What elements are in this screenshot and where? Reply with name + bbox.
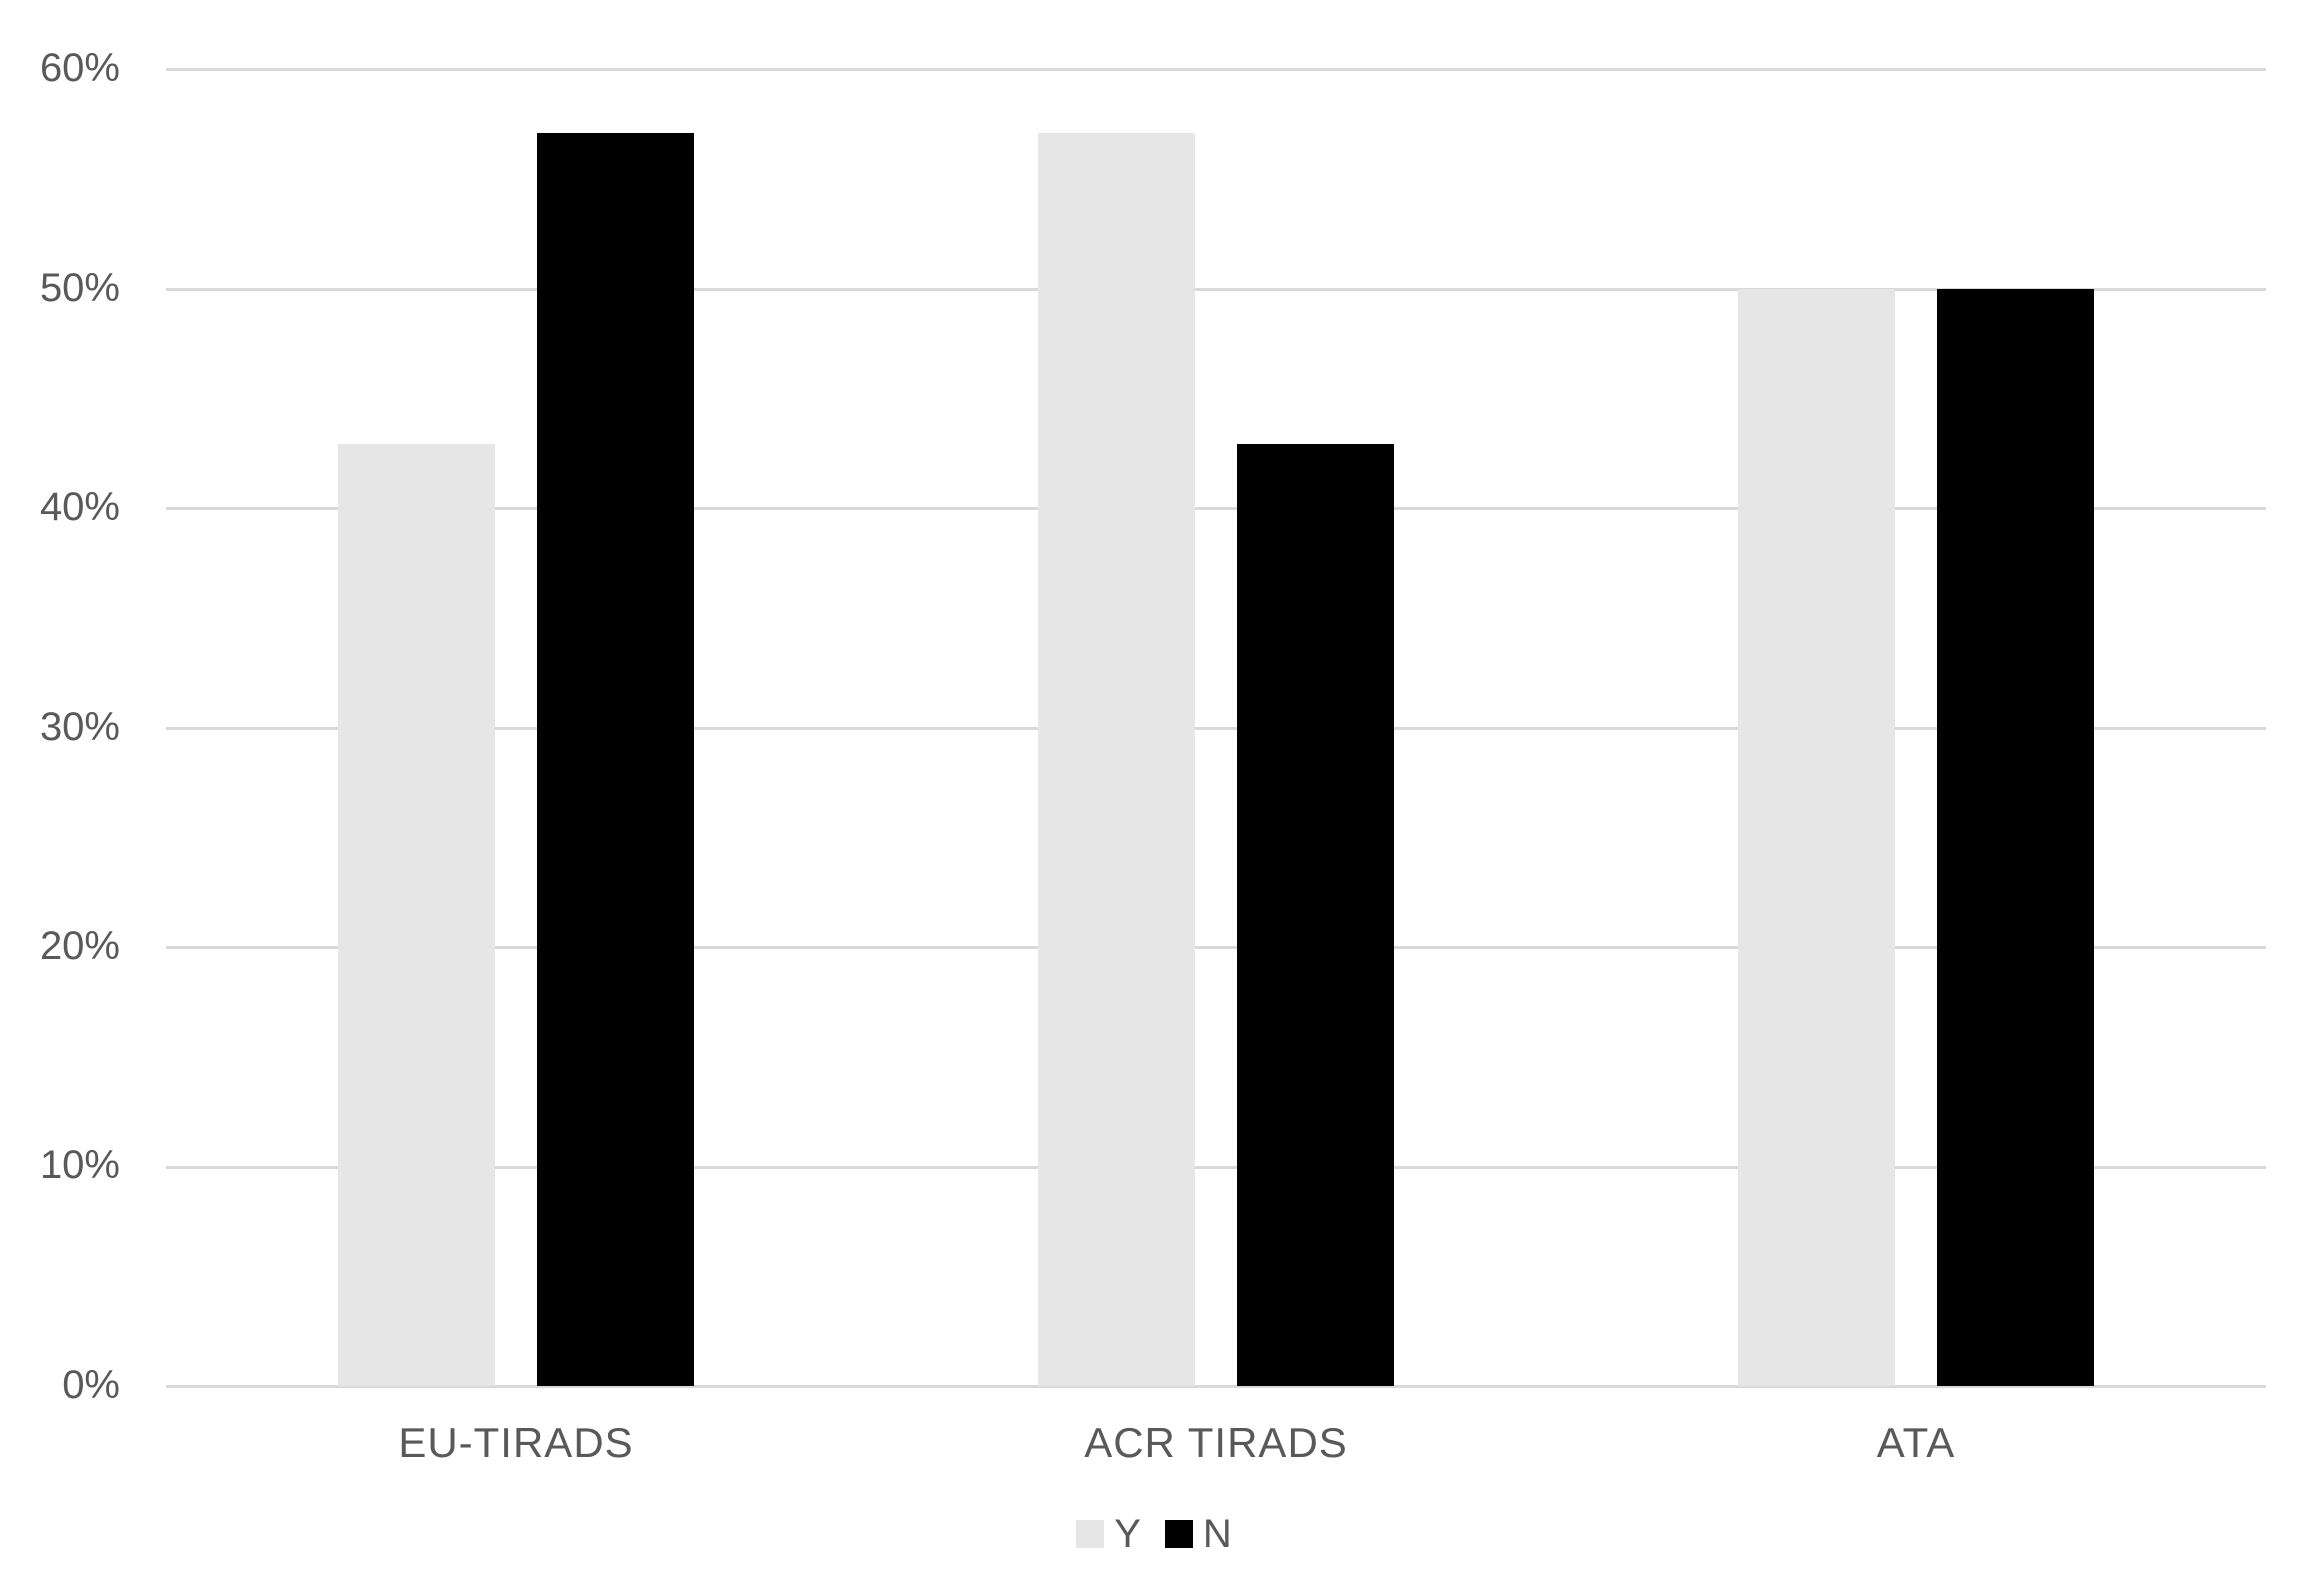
gridline (166, 1385, 2266, 1388)
legend-item-n: N (1164, 1512, 1232, 1556)
bar-group-acr-tirads (866, 69, 1566, 1386)
bar-group-ata (1566, 69, 2266, 1386)
legend-label-y: Y (1114, 1512, 1141, 1556)
x-category-label-eu-tirads: EU-TIRADS (398, 1419, 634, 1466)
legend: Y N (0, 1514, 2308, 1554)
y-tick-label: 10% (39, 1143, 120, 1188)
legend-item-y: Y (1076, 1514, 1141, 1554)
bar-group-eu-tirads (166, 69, 866, 1386)
bar-y-eu-tirads (338, 444, 495, 1386)
bar-n-ata (1937, 288, 2094, 1386)
y-axis: 60% 50% 40% 30% 20% 10% 0% (0, 48, 120, 1405)
gridline (166, 1165, 2266, 1169)
y-tick-label: 30% (39, 704, 120, 749)
gridline (166, 507, 2266, 510)
legend-swatch-n-icon (1164, 1520, 1193, 1548)
y-tick-label: 40% (39, 485, 120, 530)
y-tick-label: 50% (39, 265, 120, 310)
legend-label-n: N (1202, 1512, 1232, 1556)
bar-y-ata (1738, 288, 1895, 1386)
legend-swatch-y-icon (1076, 1520, 1105, 1548)
x-category-label-ata: ATA (1876, 1419, 1956, 1466)
gridline (166, 946, 2266, 949)
gridline (166, 287, 2266, 291)
bar-n-eu-tirads (537, 132, 694, 1386)
plot-area (166, 68, 2266, 1388)
y-tick-label: 0% (62, 1363, 120, 1408)
bar-groups (166, 69, 2266, 1386)
y-tick-label: 20% (39, 924, 120, 969)
gridline (166, 68, 2266, 71)
x-axis: EU-TIRADS ACR TIRADS ATA (166, 1419, 2266, 1466)
bar-y-acr-tirads (1038, 132, 1195, 1386)
y-tick-label: 60% (39, 46, 120, 91)
bar-n-acr-tirads (1237, 444, 1394, 1386)
x-category-label-acr-tirads: ACR TIRADS (1084, 1419, 1348, 1466)
gridline (166, 726, 2266, 730)
